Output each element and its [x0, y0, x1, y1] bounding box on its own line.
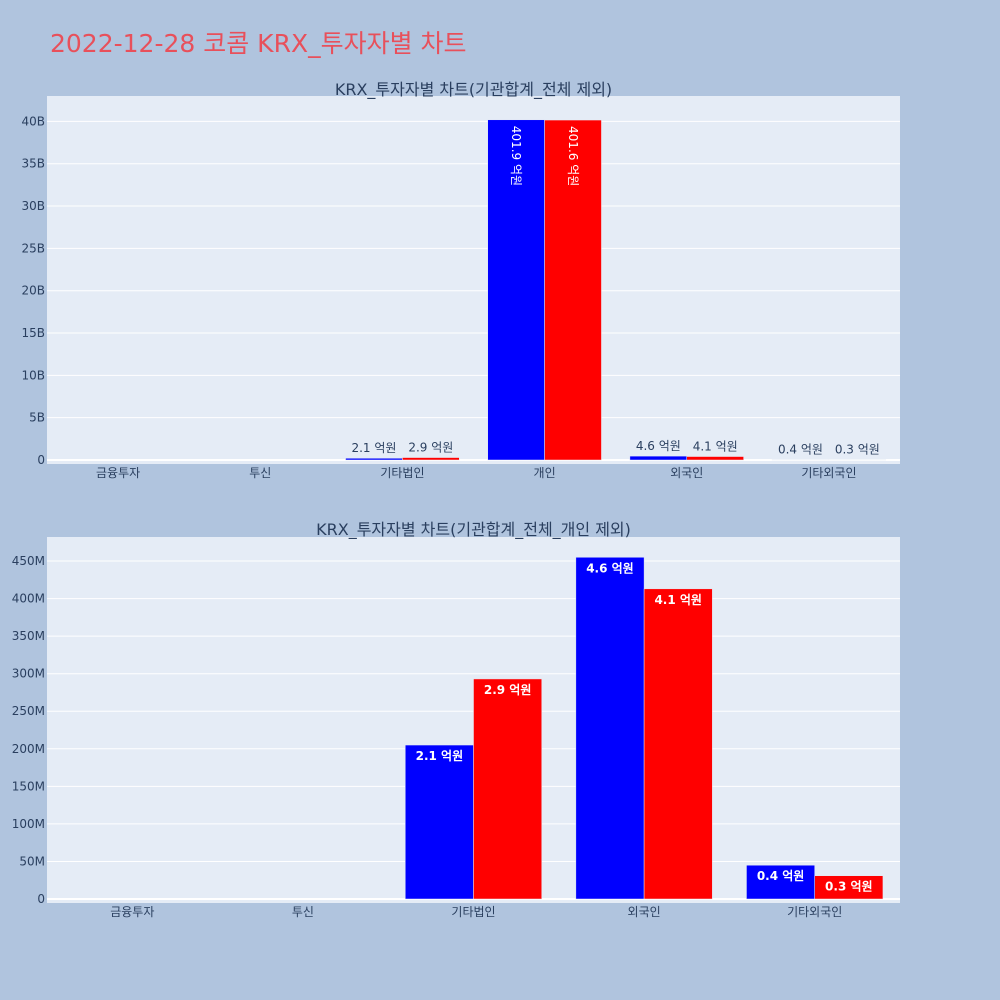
data-label: 0.4 억원: [757, 869, 805, 883]
plot-area: [47, 96, 900, 464]
data-label: 2.9 억원: [408, 441, 453, 455]
data-label: 4.6 억원: [636, 439, 681, 453]
x-tick-label: 기타외국인: [787, 905, 842, 919]
x-tick-label: 투신: [292, 905, 314, 919]
y-tick-label: 400M: [12, 592, 45, 606]
x-tick-label: 기타외국인: [801, 466, 856, 480]
x-tick-label: 기타법인: [380, 466, 424, 480]
chart-title: KRX_투자자별 차트(기관합계_전체_개인 제외): [316, 520, 631, 540]
y-tick-label: 250M: [12, 704, 45, 718]
x-tick-label: 금융투자: [96, 466, 140, 480]
bar: [405, 744, 474, 900]
y-tick-label: 15B: [21, 326, 45, 340]
data-label: 2.9 억원: [484, 683, 532, 697]
page-title: 2022-12-28 코콤 KRX_투자자별 차트: [50, 29, 467, 58]
bar: [643, 588, 713, 900]
y-tick-label: 35B: [21, 157, 45, 171]
y-tick-label: 5B: [29, 411, 45, 425]
y-tick-label: 30B: [21, 199, 45, 213]
chart-2: 0 50M 100M 150M 200M 250M 300M 350M 400M 450M KRX_…: [12, 520, 900, 919]
x-tick-label: 외국인: [670, 466, 703, 480]
x-tick-label: 기타법인: [451, 905, 495, 919]
data-label: 4.6 억원: [586, 561, 634, 575]
bar: [575, 557, 645, 900]
data-label: 2.1 억원: [351, 441, 396, 455]
data-label: 401.9 억원: [509, 126, 523, 186]
x-tick-label: 투신: [249, 466, 271, 480]
data-label: 4.1 억원: [693, 440, 738, 454]
chart-title: KRX_투자자별 차트(기관합계_전체 제외): [335, 80, 612, 100]
y-tick-label: 0: [37, 453, 45, 467]
x-tick-label: 외국인: [628, 905, 661, 919]
data-label: 0.4 억원: [778, 443, 823, 457]
data-label: 2.1 억원: [416, 749, 464, 763]
bar: [746, 864, 815, 900]
y-tick-label: 150M: [12, 779, 45, 793]
bar: [402, 457, 460, 461]
x-tick-label: 금융투자: [110, 905, 154, 919]
y-tick-label: 350M: [12, 629, 45, 643]
bar: [487, 119, 545, 461]
data-label: 401.6 억원: [566, 126, 580, 186]
bar: [629, 455, 688, 461]
y-tick-label: 450M: [12, 554, 45, 568]
y-tick-label: 50M: [19, 854, 45, 868]
y-tick-label: 40B: [21, 114, 45, 128]
bar: [814, 875, 884, 900]
bar: [686, 456, 744, 461]
y-tick-label: 0: [37, 892, 45, 906]
y-tick-label: 100M: [12, 817, 45, 831]
y-tick-label: 20B: [21, 284, 45, 298]
data-label: 0.3 억원: [835, 443, 880, 457]
y-tick-label: 25B: [21, 241, 45, 255]
data-label: 0.3 억원: [825, 880, 873, 894]
y-tick-label: 10B: [21, 368, 45, 382]
chart-1: 0 5B 10B 15B 20B 25B 30B 35B 40B KRX_투자자별 차트(기관합계…: [21, 80, 900, 480]
y-tick-label: 200M: [12, 742, 45, 756]
x-tick-label: 개인: [534, 466, 556, 480]
bar: [473, 678, 542, 900]
bar: [345, 457, 403, 461]
bar: [544, 119, 602, 461]
y-tick-label: 300M: [12, 667, 45, 681]
data-label: 4.1 억원: [654, 593, 702, 607]
